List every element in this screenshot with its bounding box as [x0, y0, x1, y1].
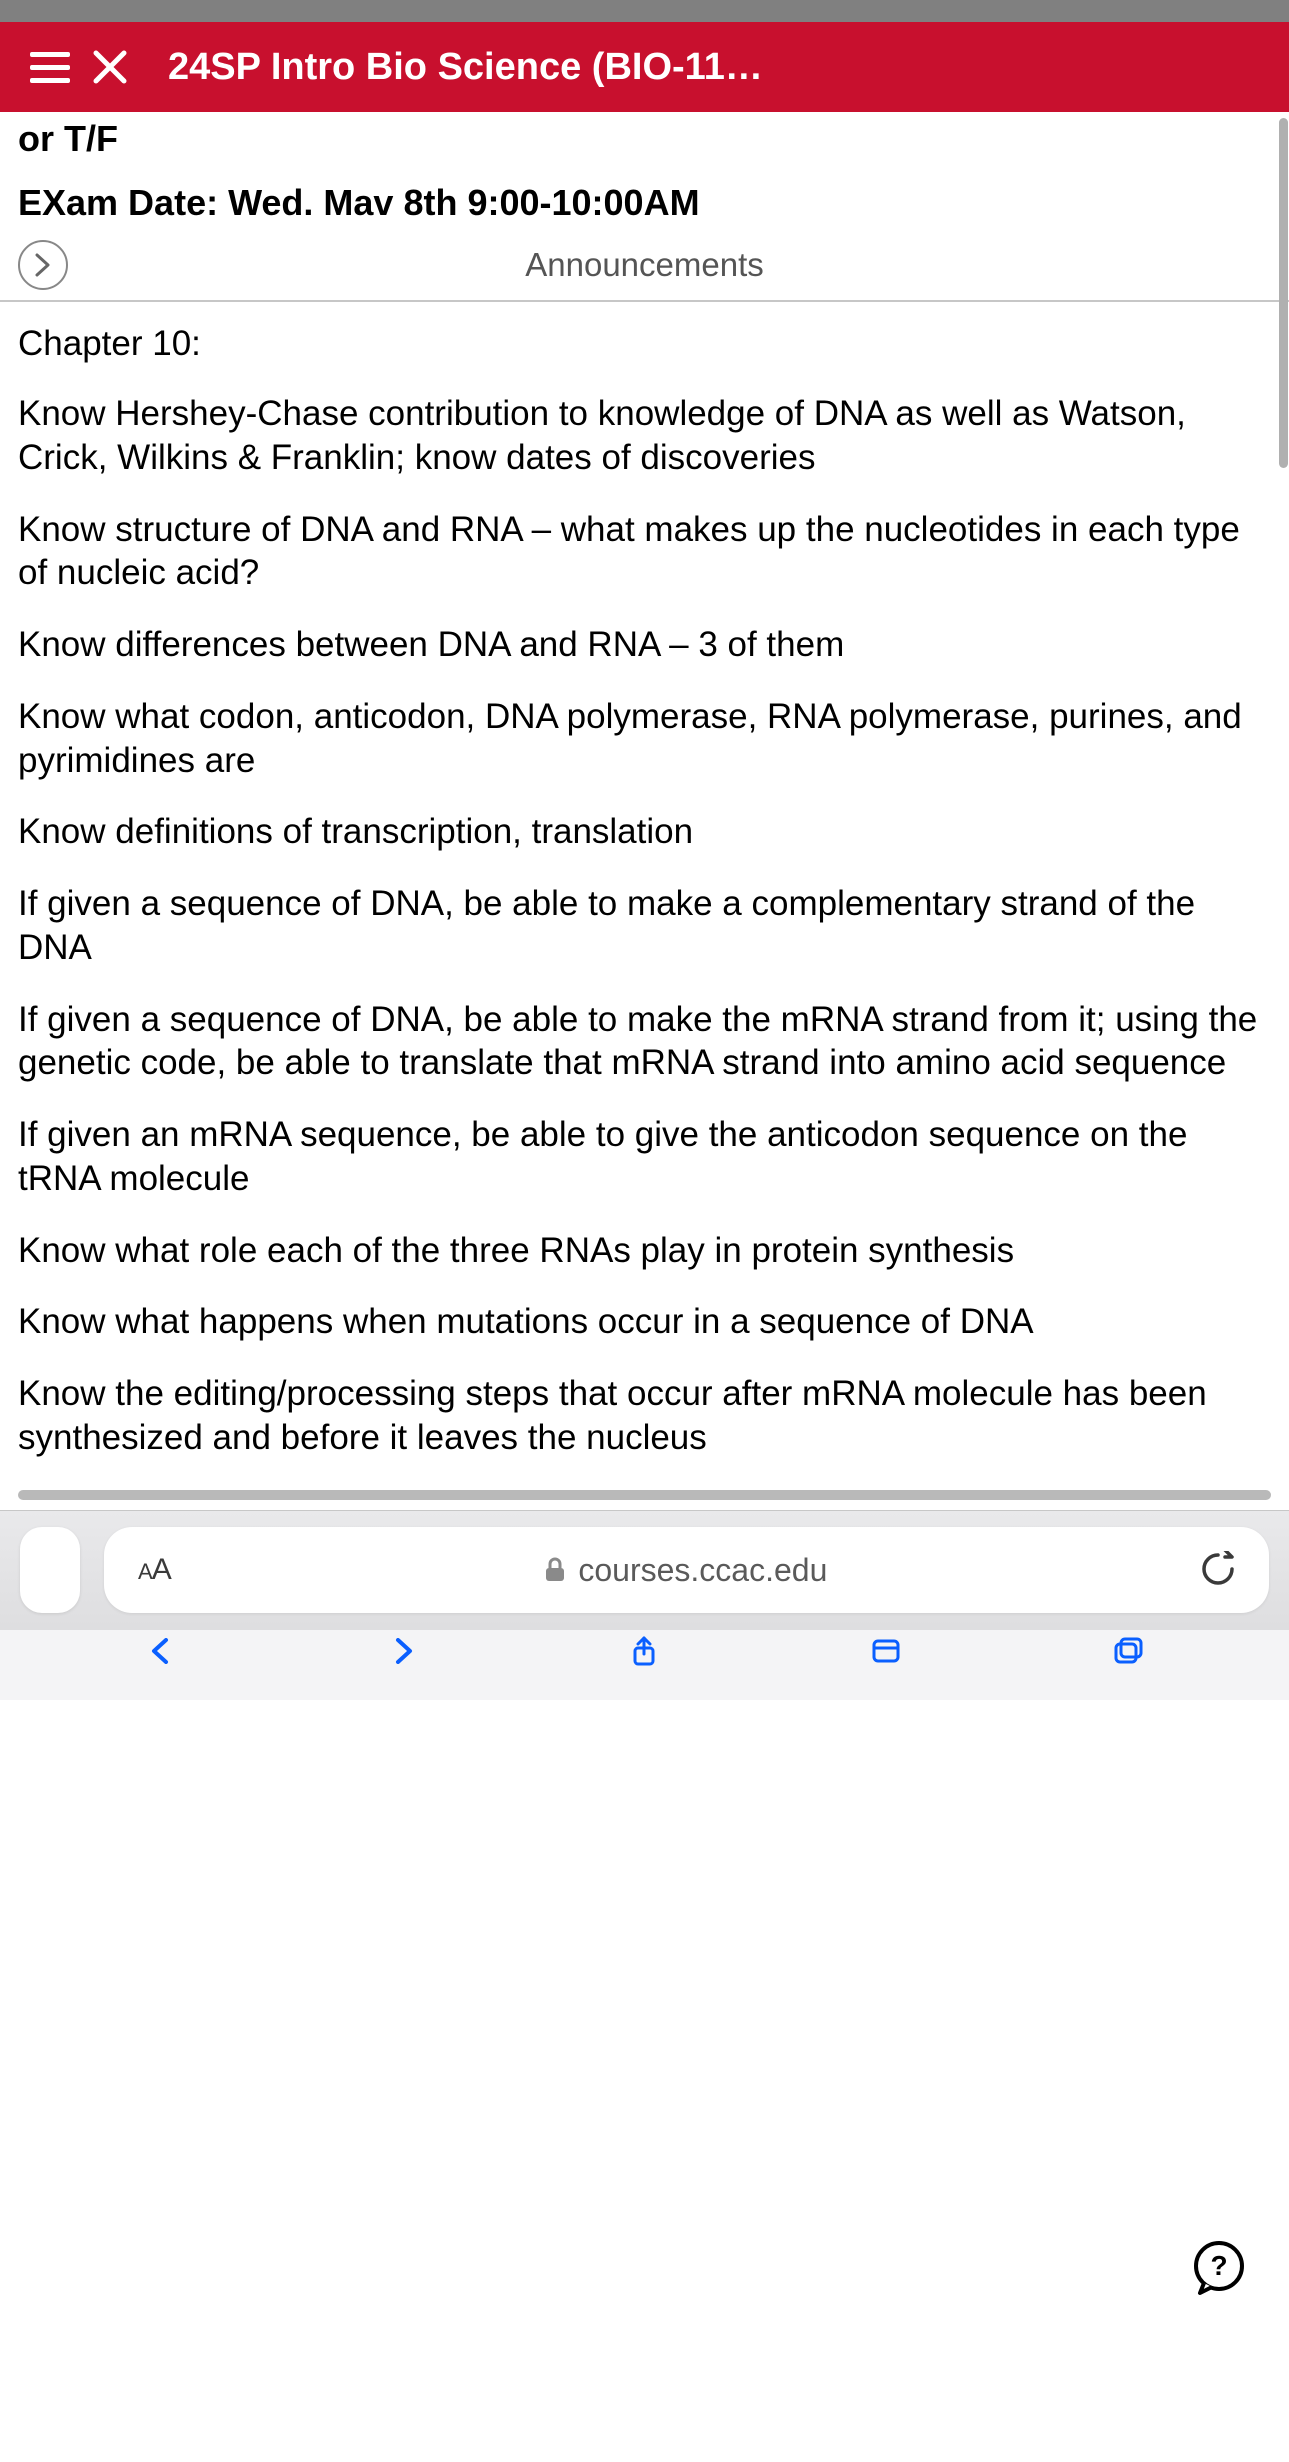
study-item: If given a sequence of DNA, be able to m…: [18, 882, 1271, 970]
bookmarks-icon[interactable]: [864, 1636, 908, 1666]
study-item: If given an mRNA sequence, be able to gi…: [18, 1113, 1271, 1201]
study-item: Know what happens when mutations occur i…: [18, 1300, 1271, 1344]
study-item: Know what codon, anticodon, DNA polymera…: [18, 695, 1271, 783]
browser-toolbar: [0, 1630, 1289, 1700]
tabs-icon[interactable]: [1106, 1636, 1150, 1666]
study-item: If given a sequence of DNA, be able to m…: [18, 998, 1271, 1086]
lock-icon: [544, 1557, 566, 1583]
exam-date: EXam Date: Wed. Mav 8th 9:00-10:00AM: [18, 182, 1271, 224]
status-bar: [0, 0, 1289, 22]
study-item: Know what role each of the three RNAs pl…: [18, 1229, 1271, 1273]
study-item: Know definitions of transcription, trans…: [18, 810, 1271, 854]
header-line-1: or T/F: [18, 118, 1271, 160]
announcements-row[interactable]: Announcements: [18, 230, 1271, 300]
forward-icon[interactable]: [381, 1636, 425, 1666]
horizontal-scrollbar[interactable]: [18, 1490, 1271, 1500]
text-size-icon[interactable]: AA: [138, 1553, 171, 1587]
divider: [0, 300, 1289, 302]
vertical-scrollbar[interactable]: [1279, 118, 1288, 468]
url-display: courses.ccac.edu: [171, 1552, 1201, 1589]
app-top-bar: 24SP Intro Bio Science (BIO-11…: [0, 22, 1289, 112]
announcements-label: Announcements: [525, 246, 764, 284]
url-pill[interactable]: AA courses.ccac.edu: [104, 1527, 1269, 1613]
study-item: Know Hershey-Chase contribution to knowl…: [18, 392, 1271, 480]
study-item: Know the editing/processing steps that o…: [18, 1372, 1271, 1460]
chapter-heading: Chapter 10:: [18, 324, 1271, 364]
back-icon[interactable]: [139, 1636, 183, 1666]
menu-icon[interactable]: [20, 37, 80, 97]
share-icon[interactable]: [622, 1636, 666, 1666]
page-title: 24SP Intro Bio Science (BIO-11…: [168, 46, 1269, 89]
reload-icon[interactable]: [1201, 1551, 1235, 1589]
content-area: or T/F EXam Date: Wed. Mav 8th 9:00-10:0…: [0, 118, 1289, 1460]
expand-announcements-icon[interactable]: [18, 240, 68, 290]
svg-text:?: ?: [1210, 2250, 1227, 2281]
help-chat-icon[interactable]: ?: [1185, 2234, 1253, 2302]
tab-switcher-stub[interactable]: [20, 1527, 80, 1613]
study-item: Know structure of DNA and RNA – what mak…: [18, 508, 1271, 596]
close-icon[interactable]: [80, 37, 140, 97]
browser-url-bar: AA courses.ccac.edu: [0, 1510, 1289, 1630]
url-domain: courses.ccac.edu: [578, 1552, 827, 1589]
study-item: Know differences between DNA and RNA – 3…: [18, 623, 1271, 667]
